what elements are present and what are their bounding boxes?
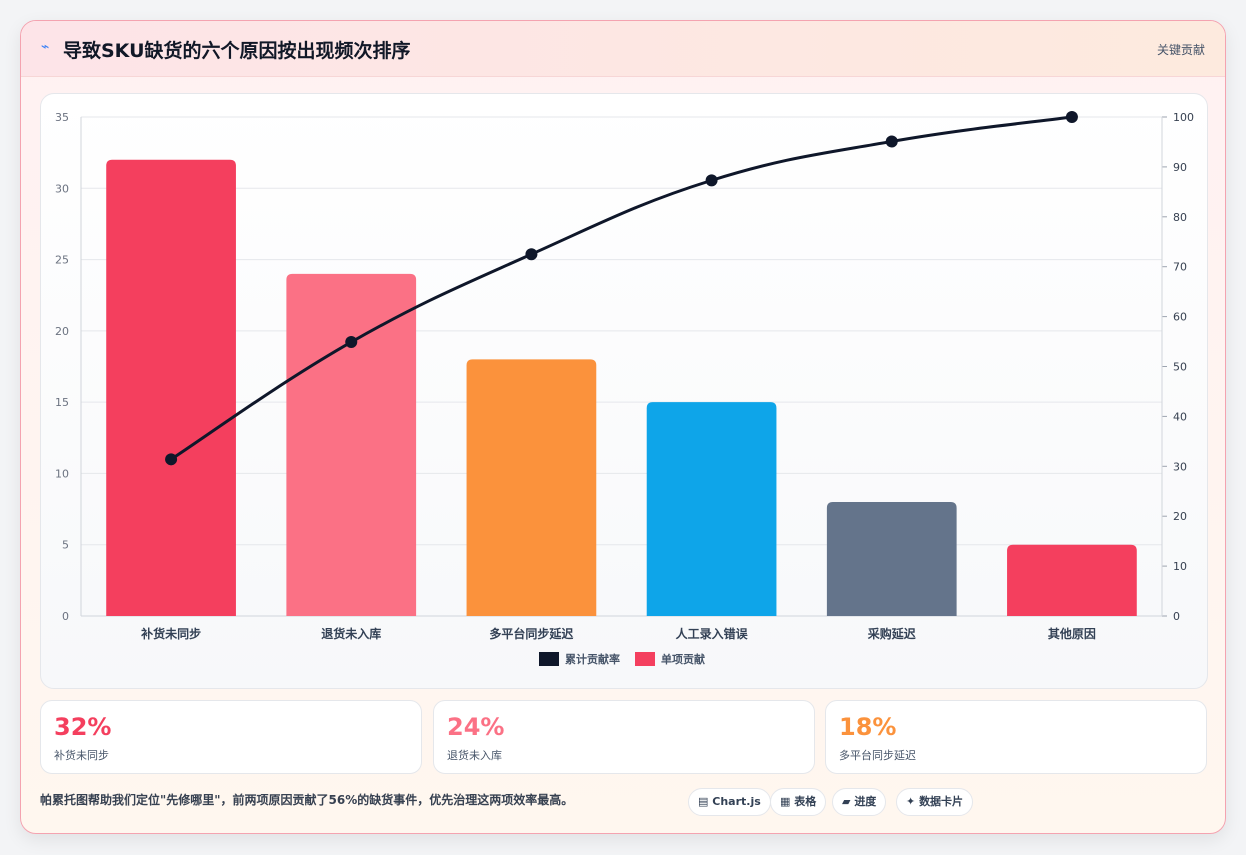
chart-icon: ▤ (698, 795, 709, 808)
bar (466, 359, 597, 616)
badge-chartjs[interactable]: ▤ Chart.js (688, 788, 771, 816)
y-right-tick-label: 20 (1173, 510, 1187, 523)
stat-label: 多平台同步延迟 (839, 749, 916, 762)
cumulative-point (885, 135, 898, 148)
stat-value: 24% (447, 713, 505, 741)
y-left-tick-label: 0 (62, 610, 69, 623)
stat-label: 补货未同步 (54, 749, 109, 762)
stat-value: 18% (839, 713, 897, 741)
y-left-tick-label: 15 (55, 396, 69, 409)
badge-progress[interactable]: ▰ 进度 (832, 788, 887, 816)
bar (106, 159, 236, 616)
legend-label: 累计贡献率 (565, 652, 620, 666)
x-tick-label: 人工录入错误 (676, 626, 749, 641)
stat-card-3: 18% 多平台同步延迟 (825, 700, 1207, 774)
x-tick-label: 退货未入库 (321, 626, 381, 641)
y-right-tick-label: 80 (1173, 211, 1187, 224)
card-title: 导致SKU缺货的六个原因按出现频次排序 (63, 40, 411, 62)
legend-swatch (635, 652, 655, 666)
badge-table[interactable]: ▦ 表格 (770, 788, 827, 816)
cumulative-point (345, 336, 358, 349)
badge-label: 进度 (854, 795, 877, 808)
stat-card-2: 24% 退货未入库 (433, 700, 815, 774)
y-left-tick-label: 30 (55, 182, 69, 195)
bar (1007, 544, 1137, 616)
y-left-tick-label: 20 (55, 325, 69, 338)
chart-card: ⌁ 导致SKU缺货的六个原因按出现频次排序 关键贡献 0 5 10 15 20 25 30 3… (20, 20, 1226, 834)
pareto-chart: 0 5 10 15 20 25 30 35 0 10 20 30 40 50 60 70 80 90 100 补货未同… (55, 111, 1194, 666)
y-right-tick-label: 10 (1173, 560, 1187, 573)
sparkle-icon: ✦ (906, 795, 916, 808)
progress-icon: ▰ (842, 795, 851, 808)
bar (646, 402, 777, 616)
y-right-tick-label: 30 (1173, 460, 1187, 473)
cumulative-point (165, 453, 178, 466)
y-right-tick-label: 70 (1173, 261, 1187, 274)
y-right-tick-label: 0 (1173, 610, 1180, 623)
y-left-tick-label: 25 (55, 254, 69, 267)
bolt-icon: ⌁ (41, 39, 50, 55)
x-tick-label: 多平台同步延迟 (489, 626, 573, 641)
badge-label: 数据卡片 (919, 795, 964, 808)
badge-data-card[interactable]: ✦ 数据卡片 (896, 788, 974, 816)
bar (826, 501, 957, 616)
header-tag: 关键贡献 (1156, 43, 1205, 57)
y-right-tick-label: 90 (1173, 161, 1187, 174)
stat-card-1: 32% 补货未同步 (40, 700, 422, 774)
y-left-tick-label: 35 (55, 111, 69, 124)
y-right-tick-label: 50 (1173, 361, 1187, 374)
footnote: 帕累托图帮助我们定位"先修哪里"，前两项原因贡献了56%的缺货事件，优先治理这两… (40, 793, 574, 807)
x-tick-label: 补货未同步 (140, 626, 201, 641)
legend-swatch (539, 652, 559, 666)
y-right-tick-label: 60 (1173, 311, 1187, 324)
cumulative-line (170, 115, 1073, 461)
stat-value: 32% (54, 713, 112, 741)
badge-label: Chart.js (712, 795, 761, 808)
x-tick-label: 采购延迟 (867, 626, 916, 641)
stat-label: 退货未入库 (447, 749, 502, 762)
chart-panel: 0 5 10 15 20 25 30 35 0 10 20 30 40 50 60 70 80 90 100 补货未同… (40, 93, 1208, 689)
legend-label: 单项贡献 (661, 652, 705, 666)
x-tick-label: 其他原因 (1048, 626, 1096, 641)
card-header: ⌁ 导致SKU缺货的六个原因按出现频次排序 关键贡献 (21, 21, 1225, 77)
y-left-tick-label: 10 (55, 467, 69, 480)
badge-label: 表格 (794, 795, 817, 808)
cumulative-point (525, 248, 538, 261)
bar (286, 273, 417, 616)
y-right-tick-label: 100 (1173, 111, 1194, 124)
table-icon: ▦ (780, 795, 791, 808)
y-left-tick-label: 5 (62, 539, 69, 552)
cumulative-point (705, 174, 718, 187)
cumulative-point (1065, 111, 1078, 123)
y-right-tick-label: 40 (1173, 410, 1187, 423)
